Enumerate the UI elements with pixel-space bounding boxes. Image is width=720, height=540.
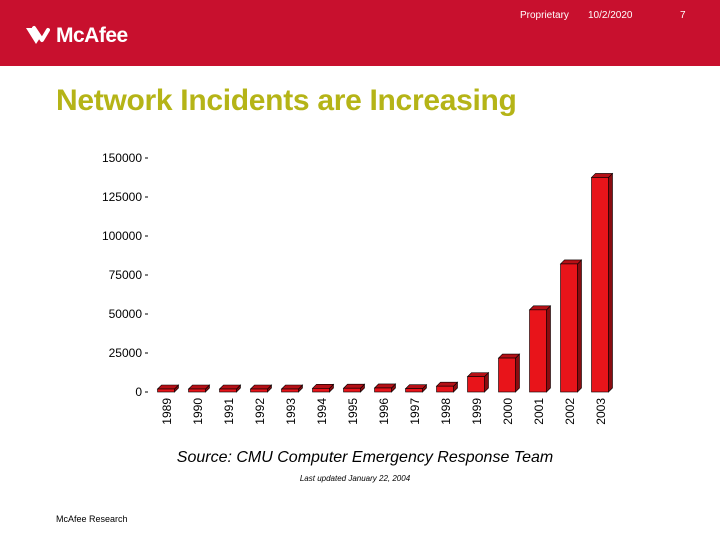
bar-2000 [497,353,521,393]
slide-title: Network Incidents are Increasing [56,84,517,117]
x-tick-label: 1997 [408,398,422,425]
x-tick-label: 1994 [315,398,329,425]
bar-1989 [156,384,180,393]
bars [156,172,614,393]
source-caption: Source: CMU Computer Emergency Response … [176,449,554,466]
y-tick-label: 0 [135,385,142,399]
x-tick-label: 1995 [346,398,360,425]
bar-1992 [249,384,273,393]
logo-text: McAfee [56,24,128,47]
x-tick-label: 1999 [470,398,484,425]
bar-2001 [528,305,552,393]
x-tick-label: 1996 [377,398,391,425]
x-axis-ticks: 1989 1990 1991 1992 1993 1994 1995 1996 1997 1998… [160,398,608,425]
bar-1993 [280,384,304,393]
bar-1998 [435,381,459,393]
y-tick-label: 125000 [102,190,142,204]
x-tick-label: 1992 [253,398,267,425]
y-tick-label: 75000 [109,268,143,282]
last-updated-note: Last updated January 22, 2004 [299,474,411,483]
bar-1999 [466,371,490,393]
page-number: 7 [680,10,686,21]
footer-label: McAfee Research [56,514,128,524]
bar-1997 [404,383,428,393]
y-tick-label: 100000 [102,229,142,243]
y-tick-label: 150000 [102,151,142,165]
bar-1990 [187,384,211,393]
x-tick-label: 2002 [563,398,577,425]
y-axis-ticks: 0 25000 50000 75000 100000 125000 150000 [102,151,148,399]
y-tick-label: 25000 [109,346,143,360]
bar-1994 [311,383,335,393]
x-tick-label: 1993 [284,398,298,425]
x-tick-label: 1998 [439,398,453,425]
x-tick-label: 2000 [501,398,515,425]
mcafee-logo: McAfee [24,20,128,52]
bar-1996 [373,383,397,393]
proprietary-label: Proprietary [520,10,569,21]
bar-1995 [342,383,366,393]
slide-date: 10/2/2020 [588,10,633,21]
bar-1991 [218,384,242,393]
x-tick-label: 2003 [594,398,608,425]
bar-2002 [559,259,583,393]
bar-2003 [590,172,614,393]
mcafee-shield-icon [26,26,50,44]
y-tick-label: 50000 [109,307,143,321]
x-tick-label: 1989 [160,398,174,425]
slide-header: McAfee Proprietary 10/2/2020 7 [0,0,720,66]
x-tick-label: 2001 [532,398,546,425]
x-tick-label: 1990 [191,398,205,425]
x-tick-label: 1991 [222,398,236,425]
